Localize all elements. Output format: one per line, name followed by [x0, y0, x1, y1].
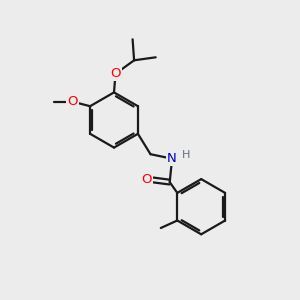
Text: N: N [167, 152, 177, 165]
Text: O: O [110, 67, 121, 80]
Text: O: O [141, 173, 152, 186]
Text: O: O [68, 95, 78, 108]
Text: H: H [182, 150, 191, 160]
